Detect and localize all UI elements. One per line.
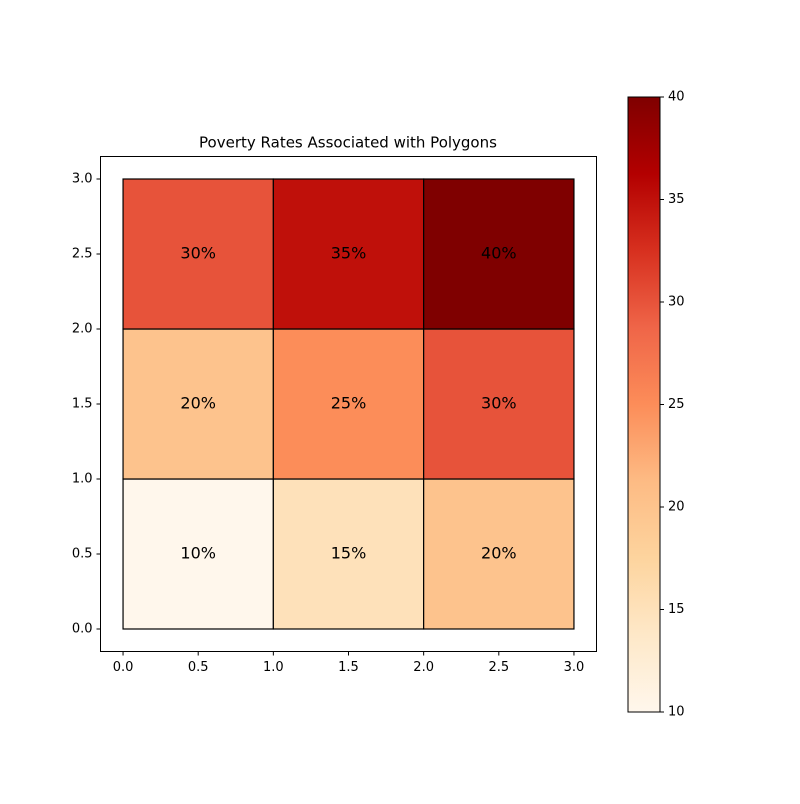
value-label: 15%: [331, 544, 367, 563]
colorbar-tick-label: 35: [668, 192, 685, 207]
chart-title: Poverty Rates Associated with Polygons: [199, 134, 497, 152]
value-label: 20%: [180, 394, 216, 413]
y-tick-label: 0.5: [72, 547, 93, 562]
cell: [423, 328, 575, 480]
colorbar-tick-label: 30: [668, 295, 685, 310]
x-tick-label: 2.0: [413, 660, 434, 675]
value-label: 35%: [331, 244, 367, 263]
cell: [122, 478, 274, 630]
y-tick-label: 0.0: [72, 622, 93, 637]
y-tick-label: 1.5: [72, 397, 93, 412]
x-tick-label: 2.5: [488, 660, 509, 675]
cell: [272, 478, 425, 630]
y-tick-label: 1.0: [72, 472, 93, 487]
value-label: 25%: [331, 394, 367, 413]
value-label: 40%: [481, 244, 517, 263]
y-tick-label: 2.5: [72, 247, 93, 262]
value-label: 30%: [481, 394, 517, 413]
x-tick-label: 0.5: [188, 660, 209, 675]
colorbar-tick-label: 25: [668, 397, 685, 412]
cell: [272, 328, 425, 480]
cell: [122, 178, 274, 330]
value-label: 10%: [180, 544, 216, 563]
cell: [272, 178, 425, 330]
colorbar-tick-label: 20: [668, 500, 685, 515]
y-tick-label: 3.0: [72, 172, 93, 187]
value-label: 20%: [481, 544, 517, 563]
colorbar-tick-label: 40: [668, 90, 685, 105]
cell: [122, 328, 274, 480]
colorbar: [627, 96, 661, 713]
y-tick-label: 2.0: [72, 322, 93, 337]
x-tick-label: 0.0: [113, 660, 134, 675]
x-tick-label: 1.5: [338, 660, 359, 675]
cell: [423, 178, 575, 330]
x-tick-label: 1.0: [263, 660, 284, 675]
x-tick-label: 3.0: [564, 660, 585, 675]
value-label: 30%: [180, 244, 216, 263]
colorbar-tick-label: 15: [668, 602, 685, 617]
colorbar-tick-label: 10: [668, 705, 685, 720]
